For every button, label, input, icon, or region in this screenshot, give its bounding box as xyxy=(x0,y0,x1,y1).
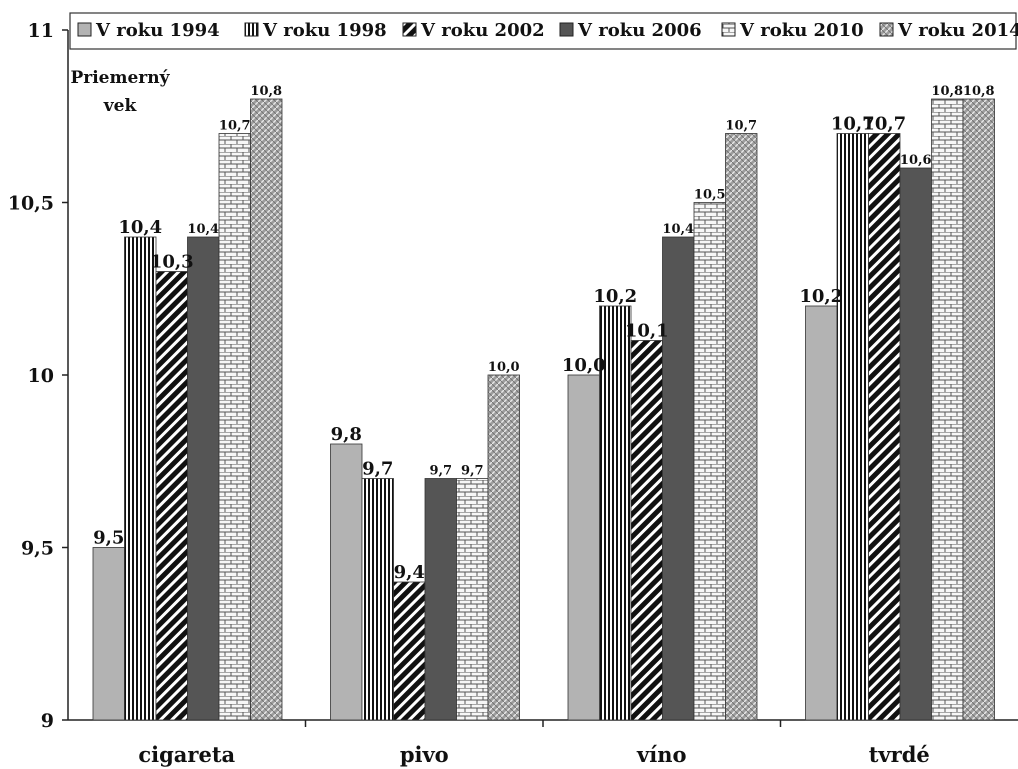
legend-swatch xyxy=(721,22,736,37)
bar xyxy=(805,305,838,721)
data-label: 10,4 xyxy=(662,222,694,237)
data-label: 9,7 xyxy=(461,464,484,479)
legend: V roku 1994 V roku 1998 V roku 2002 V roku … xyxy=(69,12,1018,50)
y-tick-label: 9 xyxy=(41,710,54,732)
data-label: 10,6 xyxy=(900,153,932,168)
x-category-label: víno xyxy=(636,742,686,767)
bar xyxy=(868,133,901,721)
legend-swatch xyxy=(77,22,92,37)
bar xyxy=(456,478,489,721)
x-category-label: tvrdé xyxy=(869,742,930,767)
data-label: 10,4 xyxy=(187,222,219,237)
bar xyxy=(599,305,632,721)
data-label: 10,2 xyxy=(799,286,843,307)
data-label: 9,5 xyxy=(93,528,124,549)
data-label: 10,7 xyxy=(831,114,875,135)
y-tick-label: 10 xyxy=(28,365,54,387)
bar xyxy=(393,581,426,721)
legend-box xyxy=(69,12,1017,50)
bar xyxy=(836,133,869,721)
bar xyxy=(218,133,251,721)
data-label: 10,1 xyxy=(625,321,669,342)
data-label: 10,4 xyxy=(118,217,162,238)
legend-swatch xyxy=(244,22,259,37)
bars xyxy=(92,98,995,721)
data-label: 10,8 xyxy=(931,84,963,99)
data-label: 10,7 xyxy=(862,114,906,135)
y-axis-title-line: vek xyxy=(103,96,138,116)
legend-entry-label: V roku 2014 xyxy=(897,20,1018,41)
data-label: 10,3 xyxy=(150,252,194,273)
data-label: 10,0 xyxy=(562,355,606,376)
legend-entry-label: V roku 1994 xyxy=(95,20,220,41)
data-label: 10,8 xyxy=(250,84,282,99)
data-label: 10,7 xyxy=(725,119,757,134)
legend-entry-label: V roku 2010 xyxy=(739,20,864,41)
legend-entry-label: V roku 1998 xyxy=(262,20,387,41)
bar xyxy=(250,98,283,721)
x-category-label: pivo xyxy=(400,742,449,767)
bar xyxy=(487,374,520,721)
bar xyxy=(725,133,758,721)
bar xyxy=(424,478,457,721)
data-label: 9,7 xyxy=(429,464,452,479)
bar xyxy=(330,443,363,721)
bar xyxy=(155,271,188,721)
bar xyxy=(92,547,125,721)
legend-swatch xyxy=(879,22,894,37)
data-label: 10,0 xyxy=(488,360,520,375)
data-label: 9,7 xyxy=(362,459,393,480)
bar xyxy=(567,374,600,721)
data-label: 10,2 xyxy=(593,286,637,307)
y-axis-title: Priemerný vek xyxy=(70,68,170,116)
y-tick-label: 10,5 xyxy=(8,193,54,215)
y-tick-label: 9,5 xyxy=(21,538,54,560)
bar xyxy=(124,236,157,721)
legend-entry-label: V roku 2002 xyxy=(420,20,545,41)
y-axis-title-line: Priemerný xyxy=(70,68,170,88)
bar xyxy=(361,478,394,721)
data-label: 10,8 xyxy=(963,84,995,99)
legend-swatch xyxy=(559,22,574,37)
bar xyxy=(899,167,932,721)
y-tick-label: 11 xyxy=(28,20,54,42)
bar xyxy=(962,98,995,721)
bar xyxy=(693,202,726,721)
bar xyxy=(662,236,695,721)
data-label: 10,7 xyxy=(219,119,251,134)
bar xyxy=(931,98,964,721)
legend-entry-label: V roku 2006 xyxy=(577,20,702,41)
bar xyxy=(630,340,663,721)
legend-swatch xyxy=(402,22,417,37)
data-label: 10,5 xyxy=(694,188,726,203)
x-category-label: cigareta xyxy=(138,742,235,767)
data-labels: 9,5 9,8 10,0 10,2 10,4 9,7 10,2 10,7 10,3 9,4 10,1… xyxy=(93,84,995,583)
data-label: 9,8 xyxy=(331,424,362,445)
bar xyxy=(187,236,220,721)
data-label: 9,4 xyxy=(394,562,425,583)
